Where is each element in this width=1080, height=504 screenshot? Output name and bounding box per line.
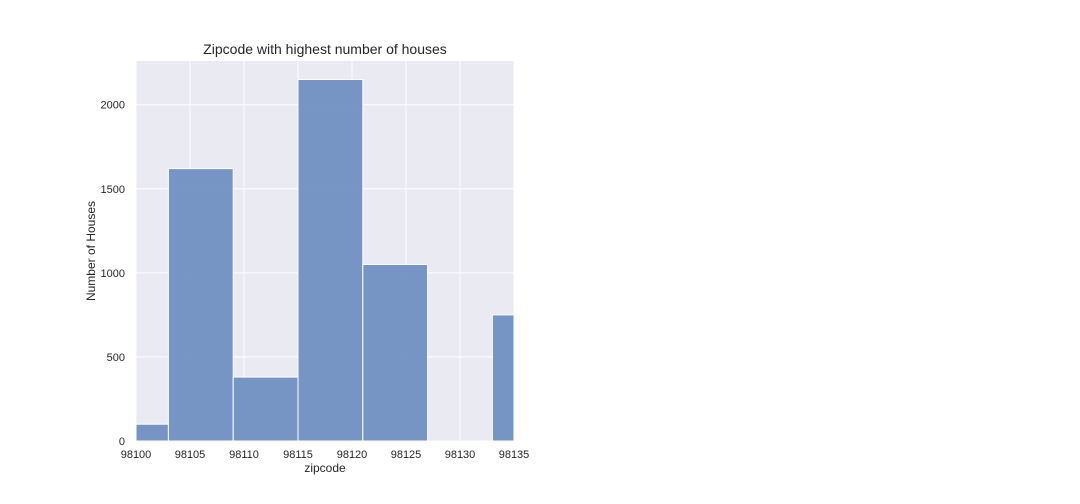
bars-group xyxy=(135,78,515,442)
y-tick-label: 500 xyxy=(107,352,125,364)
y-axis-label: Number of Houses xyxy=(84,201,98,301)
y-tick-labels: 0 500 1000 1500 2000 xyxy=(101,100,125,448)
histogram-bar xyxy=(491,314,515,442)
x-axis-label: zipcode xyxy=(304,461,346,475)
histogram-bar xyxy=(167,168,234,442)
chart-title: Zipcode with highest number of houses xyxy=(203,41,447,57)
x-tick-label: 98110 xyxy=(229,449,259,461)
y-tick-label: 2000 xyxy=(101,100,125,112)
x-tick-label: 98115 xyxy=(283,449,313,461)
y-tick-label: 1500 xyxy=(101,184,125,196)
x-tick-label: 98100 xyxy=(121,449,152,461)
y-tick-label: 1000 xyxy=(101,268,125,280)
x-tick-label: 98105 xyxy=(175,449,206,461)
x-tick-labels: 98100 98105 98110 98115 98120 98125 98130 98135 xyxy=(121,449,530,461)
x-tick-label: 98125 xyxy=(391,449,422,461)
x-tick-label: 98120 xyxy=(337,449,368,461)
y-tick-label: 0 xyxy=(119,436,125,448)
histogram-bar xyxy=(362,263,429,442)
histogram-bar xyxy=(232,376,299,442)
x-tick-label: 98130 xyxy=(445,449,476,461)
x-tick-label: 98135 xyxy=(499,449,530,461)
histogram-bar xyxy=(297,78,364,442)
histogram-bar xyxy=(135,423,169,442)
